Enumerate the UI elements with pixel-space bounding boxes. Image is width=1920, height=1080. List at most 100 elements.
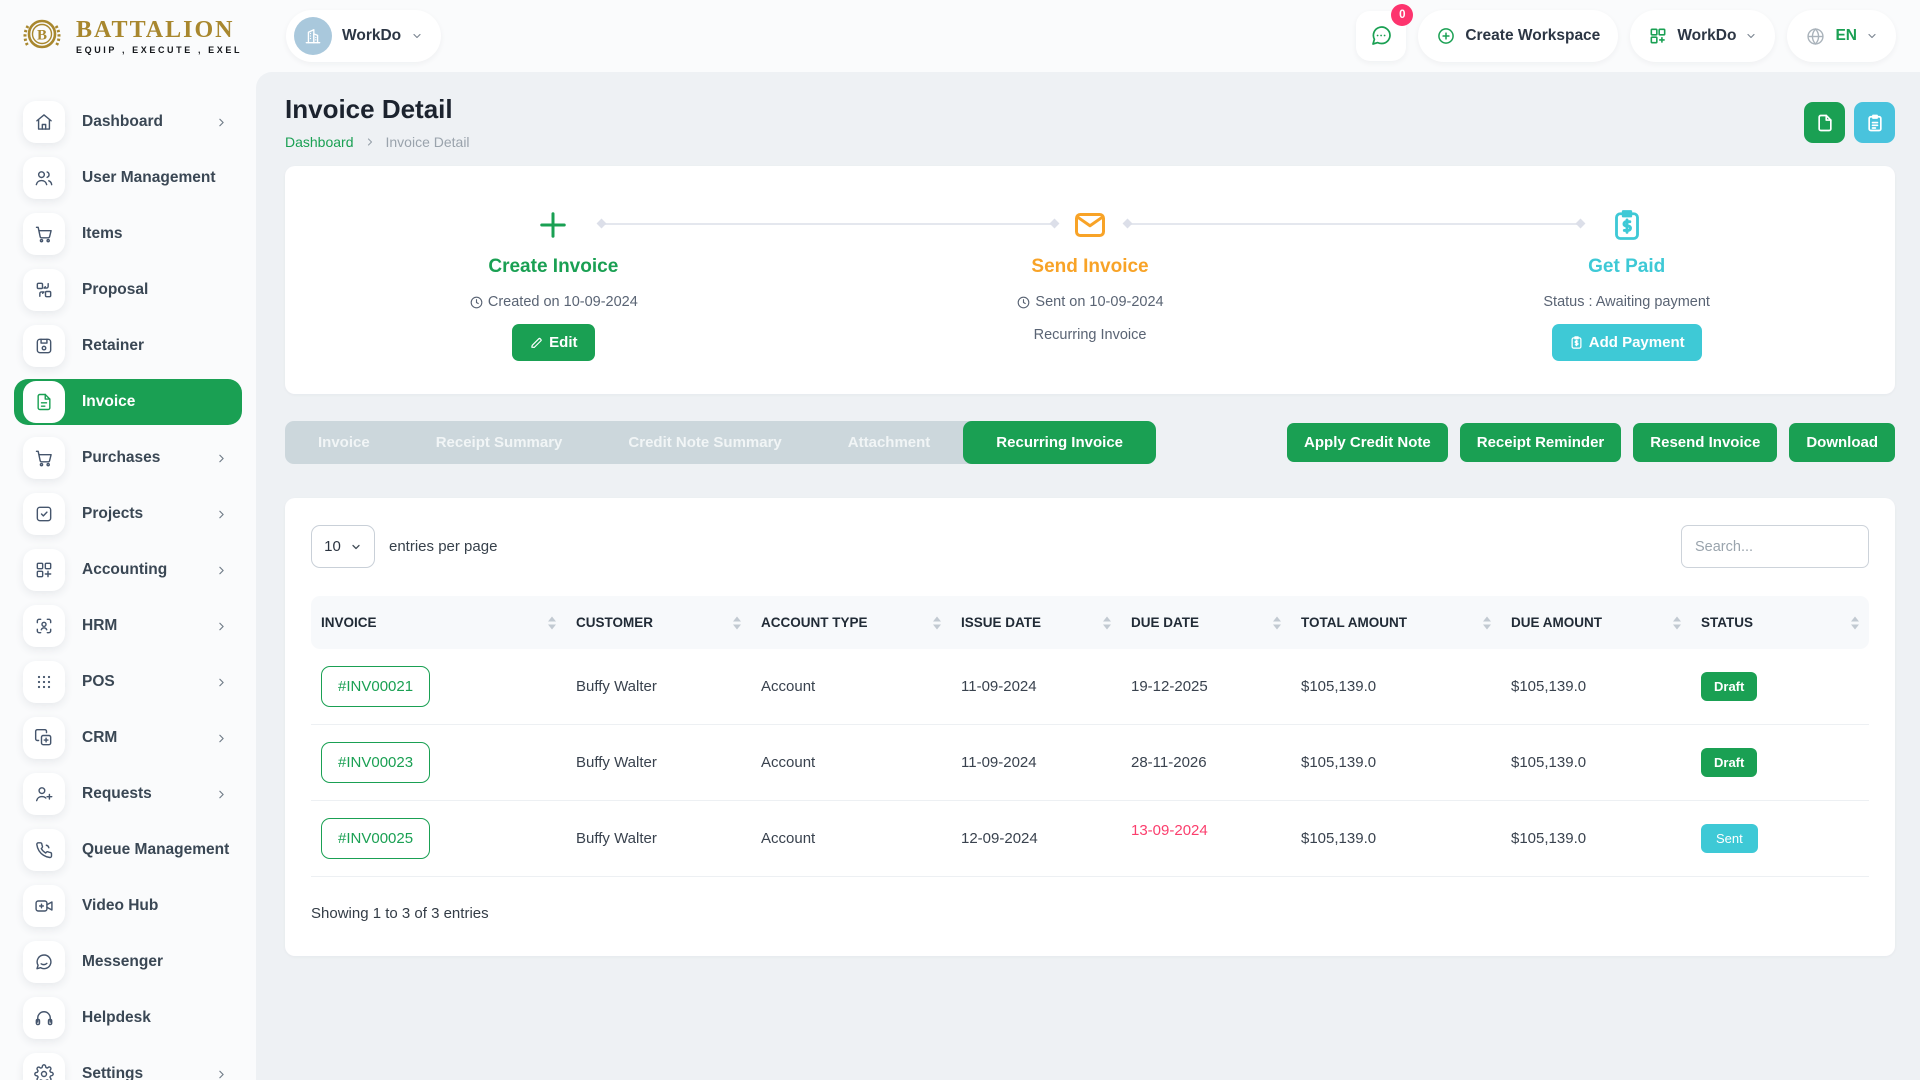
chevron-down-icon [413,33,421,39]
status-badge: Draft [1701,672,1758,701]
brand-logo[interactable]: B BATTALION EQUIP , EXECUTE , EXEL [0,12,256,60]
crm-icon [23,717,65,759]
step-meta: Status : Awaiting payment [1543,294,1710,310]
breadcrumb-dashboard-link[interactable]: Dashboard [285,134,354,150]
sidebar-item-label: Helpdesk [82,1009,151,1026]
issue-date-cell: 12-09-2024 [951,800,1121,877]
video-icon [23,885,65,927]
sidebar-item-proposal[interactable]: Proposal [14,267,242,313]
column-header-due-date[interactable]: DUE DATE [1121,596,1291,649]
column-header-customer[interactable]: CUSTOMER [566,596,751,649]
account-type-cell: Account [751,649,951,725]
sidebar-item-queue-management[interactable]: Queue Management [14,827,242,873]
sidebar-item-invoice[interactable]: Invoice [14,379,242,425]
recurring-invoice-table-card: 10 entries per page INVOICECUSTOMERACCOU… [285,498,1895,956]
sidebar-item-label: User Management [82,169,216,186]
clipboard-icon [1867,114,1882,131]
cart-icon [23,437,65,479]
status-badge: Sent [1701,824,1758,853]
tab-attachment[interactable]: Attachment [815,421,964,464]
retainer-icon [23,325,65,367]
sort-icon [1273,616,1281,629]
sidebar-item-label: HRM [82,617,118,634]
sidebar-item-label: CRM [82,729,118,746]
entries-per-page-select[interactable]: 10 [311,525,375,568]
sidebar-item-retainer[interactable]: Retainer [14,323,242,369]
copy-invoice-button[interactable] [1854,102,1895,143]
customer-cell: Buffy Walter [566,649,751,725]
apply-credit-note-button[interactable]: Apply Credit Note [1287,423,1448,462]
messages-button[interactable]: 0 [1356,4,1414,61]
clock-icon [470,296,483,308]
sidebar-item-settings[interactable]: Settings [14,1051,242,1080]
sidebar-item-crm[interactable]: CRM [14,715,242,761]
accounting-icon [23,549,65,591]
total-amount-cell: $105,139.0 [1291,649,1501,725]
chevron-down-icon [1868,33,1876,39]
sidebar-item-label: Video Hub [82,897,159,914]
due-amount-cell: $105,139.0 [1501,724,1691,801]
sidebar-item-video-hub[interactable]: Video Hub [14,883,242,929]
sidebar-item-messenger[interactable]: Messenger [14,939,242,985]
chevron-right-icon [219,454,224,462]
sidebar-item-pos[interactable]: POS [14,659,242,705]
messages-count-badge: 0 [1391,4,1414,26]
sidebar-menu: Dashboard User Management Items Proposal… [0,94,256,1080]
topbar-right: 0 Create Workspace WorkDo EN [1356,4,1920,62]
sidebar-item-purchases[interactable]: Purchases [14,435,242,481]
customer-cell: Buffy Walter [566,800,751,877]
workspace-switcher[interactable]: WorkDo [286,10,442,62]
new-invoice-button[interactable] [1804,102,1845,143]
column-header-total-amount[interactable]: TOTAL AMOUNT [1291,596,1501,649]
sidebar-item-hrm[interactable]: HRM [14,603,242,649]
receipt-reminder-button[interactable]: Receipt Reminder [1459,423,1622,462]
mail-icon [1075,213,1105,237]
column-header-invoice[interactable]: INVOICE [311,596,566,649]
sidebar-item-user-management[interactable]: User Management [14,155,242,201]
sidebar-item-items[interactable]: Items [14,211,242,257]
workspace-name: WorkDo [342,27,402,44]
due-amount-cell: $105,139.0 [1501,800,1691,877]
resend-invoice-button[interactable]: Resend Invoice [1633,423,1778,462]
invoice-number-link[interactable]: #INV00023 [321,742,431,783]
column-header-account-type[interactable]: ACCOUNT TYPE [751,596,951,649]
invoice-number-link[interactable]: #INV00021 [321,666,431,707]
clock-icon [1018,296,1030,308]
table-header-row: INVOICE CUSTOMER ACCOUNT TYPE ISSUE DATE DUE… [311,596,1869,649]
column-header-status[interactable]: STATUS [1691,596,1869,649]
sidebar-item-helpdesk[interactable]: Helpdesk [14,995,242,1041]
due-amount-cell: $105,139.0 [1501,649,1691,725]
app-menu-dropdown[interactable]: WorkDo [1630,10,1776,62]
sidebar-item-label: Settings [82,1065,144,1080]
invoice-number-link[interactable]: #INV00025 [321,818,431,859]
table-summary: Showing 1 to 3 of 3 entries [311,905,489,922]
tab-recurring-invoice[interactable]: Recurring Invoice [963,421,1156,464]
invoice-icon [23,381,65,423]
tab-receipt-summary[interactable]: Receipt Summary [403,421,596,464]
step-meta: Sent on 10-09-2024 [822,294,1359,310]
workflow-step-send-invoice: Send Invoice Sent on 10-09-2024 Recurrin… [822,166,1359,394]
sidebar-item-projects[interactable]: Projects [14,491,242,537]
column-header-issue-date[interactable]: ISSUE DATE [951,596,1121,649]
sidebar-item-accounting[interactable]: Accounting [14,547,242,593]
globe-icon [1807,27,1825,45]
issue-date-cell: 11-09-2024 [951,724,1121,801]
queue-icon [23,829,65,871]
download-button[interactable]: Download [1789,423,1895,462]
sidebar-item-dashboard[interactable]: Dashboard [14,99,242,145]
invoice-tabs: Invoice Receipt Summary Credit Note Summar… [285,421,1156,464]
edit-invoice-button[interactable]: Edit [512,324,595,361]
step-title: Get Paid [1588,256,1666,277]
search-input[interactable] [1681,525,1869,568]
tab-credit-note-summary[interactable]: Credit Note Summary [595,421,814,464]
tab-invoice[interactable]: Invoice [285,421,403,464]
chevron-right-icon [219,790,224,798]
sidebar-item-label: Invoice [82,393,136,410]
requests-icon [23,773,65,815]
language-dropdown[interactable]: EN [1787,10,1896,62]
cart-icon [23,213,65,255]
add-payment-button[interactable]: Add Payment [1551,324,1702,361]
sidebar-item-requests[interactable]: Requests [14,771,242,817]
create-workspace-button[interactable]: Create Workspace [1418,10,1619,62]
column-header-due-amount[interactable]: DUE AMOUNT [1501,596,1691,649]
